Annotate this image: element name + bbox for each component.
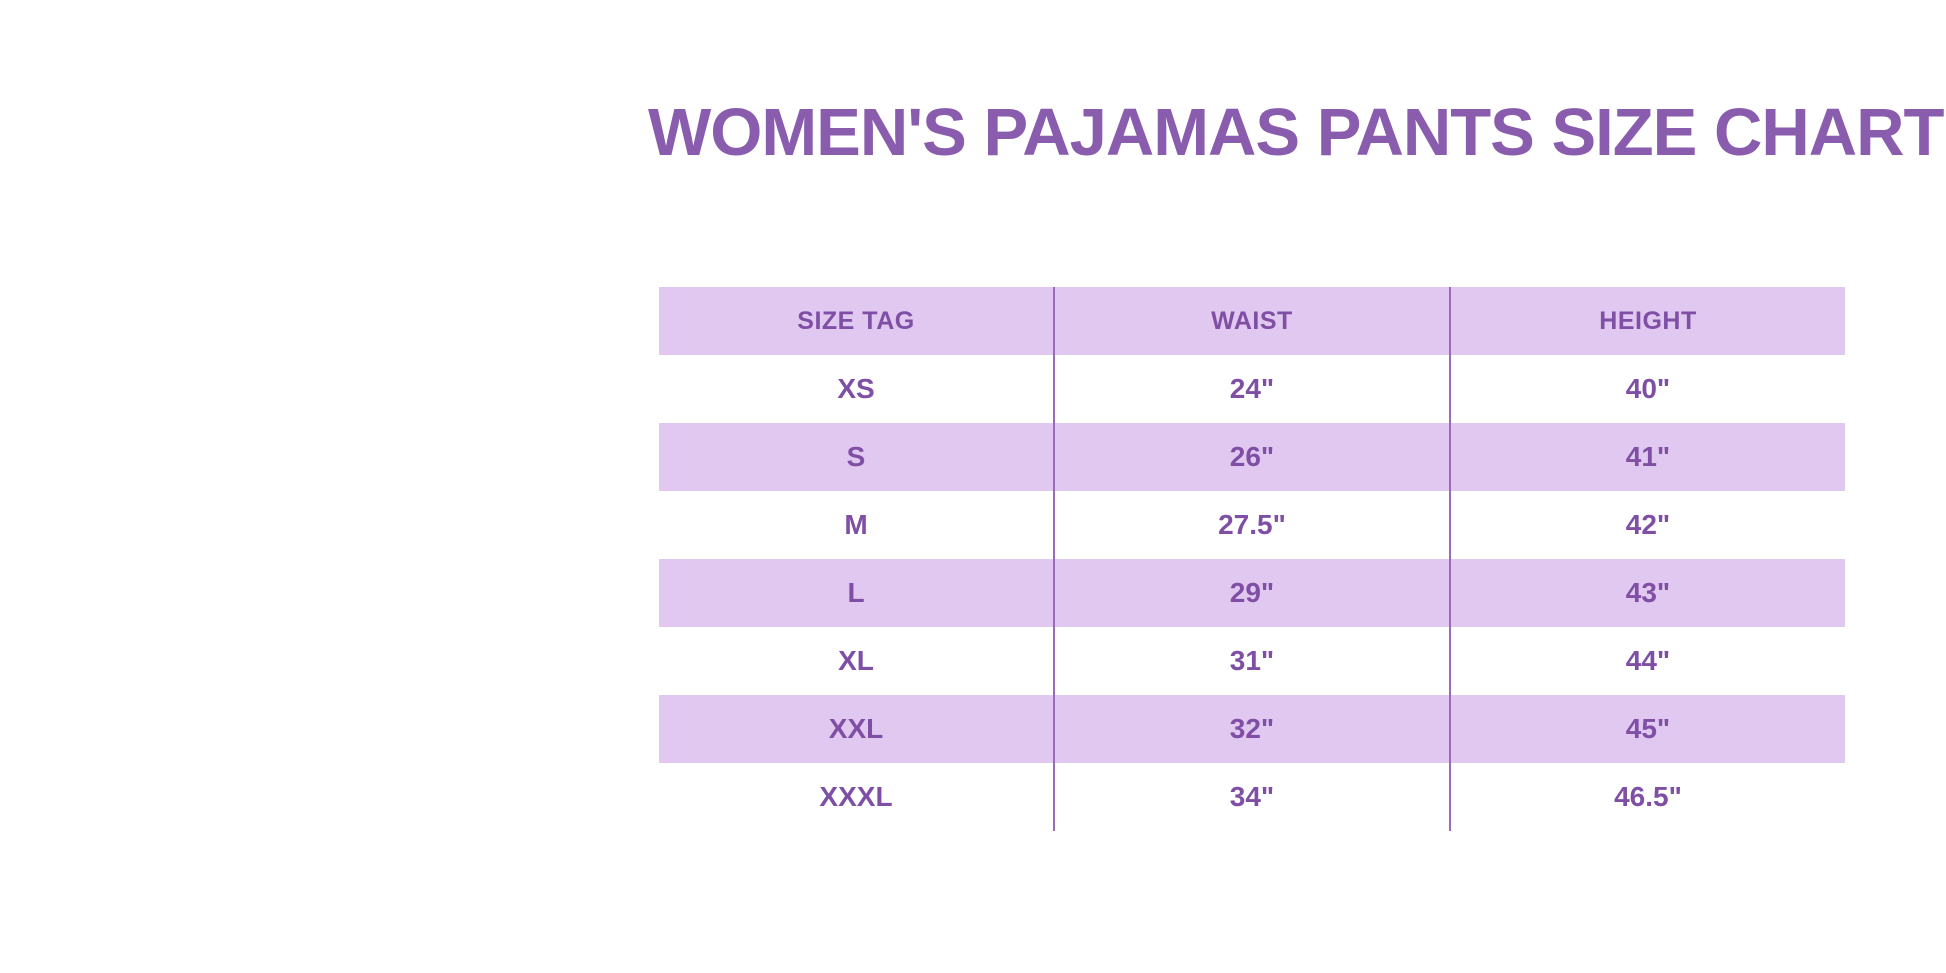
height-cell: 46.5" (1614, 781, 1682, 812)
waist-cell: 34" (1053, 763, 1451, 831)
column-header-size-tag: SIZE TAG (797, 306, 915, 335)
height-cell: 43" (1625, 577, 1671, 608)
height-cell: 44" (1625, 645, 1671, 676)
waist-cell: 31" (1053, 627, 1451, 695)
size-cell: XXXL (819, 781, 893, 812)
waist-cell: 26" (1053, 423, 1451, 491)
table-row-s: S 26" 41" (659, 423, 1845, 491)
column-header-height: HEIGHT (1599, 306, 1697, 335)
size-chart-table: SIZE TAG WAIST HEIGHT XS 24" 40" S 26" 4… (659, 287, 1845, 831)
waist-cell: 27.5" (1053, 491, 1451, 559)
height-cell: 41" (1625, 441, 1671, 472)
table-row-xxxl: XXXL 34" 46.5" (659, 763, 1845, 831)
waist-cell: 32" (1053, 695, 1451, 763)
page-title: WOMEN'S PAJAMAS PANTS SIZE CHART (648, 95, 1944, 170)
table-row-xs: XS 24" 40" (659, 355, 1845, 423)
table-row-m: M 27.5" 42" (659, 491, 1845, 559)
height-cell: 45" (1625, 713, 1671, 744)
size-cell: XXL (828, 713, 884, 744)
table-row-xl: XL 31" 44" (659, 627, 1845, 695)
height-cell: 42" (1625, 509, 1671, 540)
waist-cell: 24" (1053, 355, 1451, 423)
height-cell: 40" (1625, 373, 1671, 404)
size-cell: S (846, 441, 866, 472)
column-header-waist: WAIST (1053, 287, 1451, 355)
size-cell: M (844, 509, 868, 540)
table-header-row: SIZE TAG WAIST HEIGHT (659, 287, 1845, 355)
table-row-l: L 29" 43" (659, 559, 1845, 627)
table-row-xxl: XXL 32" 45" (659, 695, 1845, 763)
size-cell: L (847, 577, 865, 608)
size-cell: XS (837, 373, 875, 404)
size-cell: XL (838, 645, 874, 676)
waist-cell: 29" (1053, 559, 1451, 627)
